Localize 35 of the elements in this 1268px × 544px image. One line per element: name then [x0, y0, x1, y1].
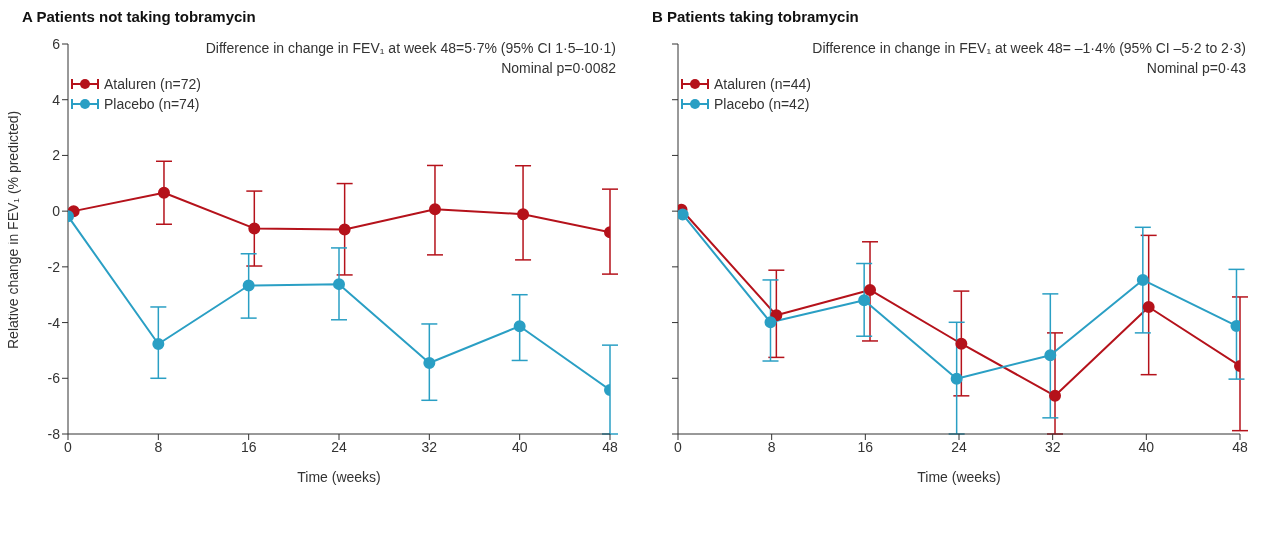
y-tick-label: 2: [52, 147, 61, 164]
x-axis-title: Time (weeks): [917, 469, 1001, 485]
x-tick-label: 0: [674, 438, 683, 455]
y-axis-title: Relative change in FEV₁ (% predicted): [4, 110, 21, 349]
y-tick-label: 0: [52, 203, 61, 220]
x-tick-label: 40: [1138, 438, 1155, 455]
annotation: Difference in change in FEV₁ at week 48= –1·4% (95% CI –5·2 to 2·3): [812, 39, 1246, 58]
annotation: Difference in change in FEV₁ at week 48=5·7% (95% CI 1·5–10·1): [205, 39, 616, 58]
x-tick-label: 16: [857, 438, 874, 455]
legend-label: Ataluren (n=44): [714, 76, 811, 92]
legend-label: Placebo (n=42): [714, 96, 810, 112]
annotation: Nominal p=0·0082: [500, 59, 616, 78]
x-tick-label: 40: [511, 438, 528, 455]
y-tick-label: -8: [47, 425, 61, 442]
x-axis-title: Time (weeks): [297, 469, 381, 485]
x-tick-label: 32: [421, 438, 438, 455]
x-tick-label: 8: [767, 438, 776, 455]
y-tick-label: -2: [47, 258, 61, 275]
x-tick-label: 32: [1044, 438, 1061, 455]
legend-label: Placebo (n=74): [104, 96, 200, 112]
y-tick-label: -4: [47, 314, 61, 331]
annotation: Nominal p=0·43: [1145, 59, 1246, 78]
chart-title: A Patients not taking tobramycin: [21, 8, 257, 27]
x-tick-label: 0: [64, 438, 73, 455]
x-tick-label: 8: [154, 438, 163, 455]
y-tick-label: 4: [52, 91, 61, 108]
x-tick-label: 24: [331, 438, 347, 455]
x-tick-label: 48: [602, 438, 618, 455]
x-tick-label: 48: [1232, 438, 1248, 455]
y-tick-label: -6: [47, 370, 61, 387]
y-tick-label: 6: [52, 35, 61, 52]
x-tick-label: 24: [951, 438, 967, 455]
legend-label: Ataluren (n=72): [104, 76, 201, 92]
chart-title: B Patients taking tobramycin: [651, 8, 860, 27]
x-tick-label: 16: [240, 438, 257, 455]
